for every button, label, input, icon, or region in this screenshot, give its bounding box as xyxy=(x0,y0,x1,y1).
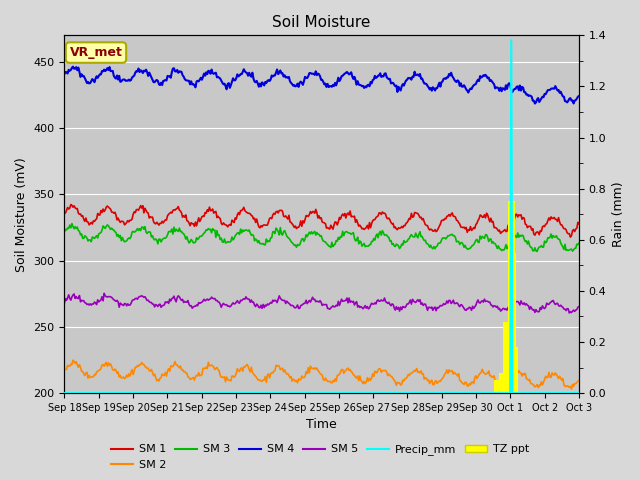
Bar xyxy=(511,347,518,393)
Bar xyxy=(508,202,515,393)
Bar xyxy=(499,372,506,393)
Bar xyxy=(509,252,516,393)
Y-axis label: Rain (mm): Rain (mm) xyxy=(612,181,625,247)
Y-axis label: Soil Moisture (mV): Soil Moisture (mV) xyxy=(15,157,28,272)
Bar xyxy=(502,322,509,393)
Text: VR_met: VR_met xyxy=(70,46,122,59)
X-axis label: Time: Time xyxy=(307,419,337,432)
Legend: SM 1, SM 2, SM 3, SM 4, SM 5, Precip_mm, TZ ppt: SM 1, SM 2, SM 3, SM 4, SM 5, Precip_mm,… xyxy=(107,440,533,474)
Title: Soil Moisture: Soil Moisture xyxy=(273,15,371,30)
Bar xyxy=(494,380,500,393)
